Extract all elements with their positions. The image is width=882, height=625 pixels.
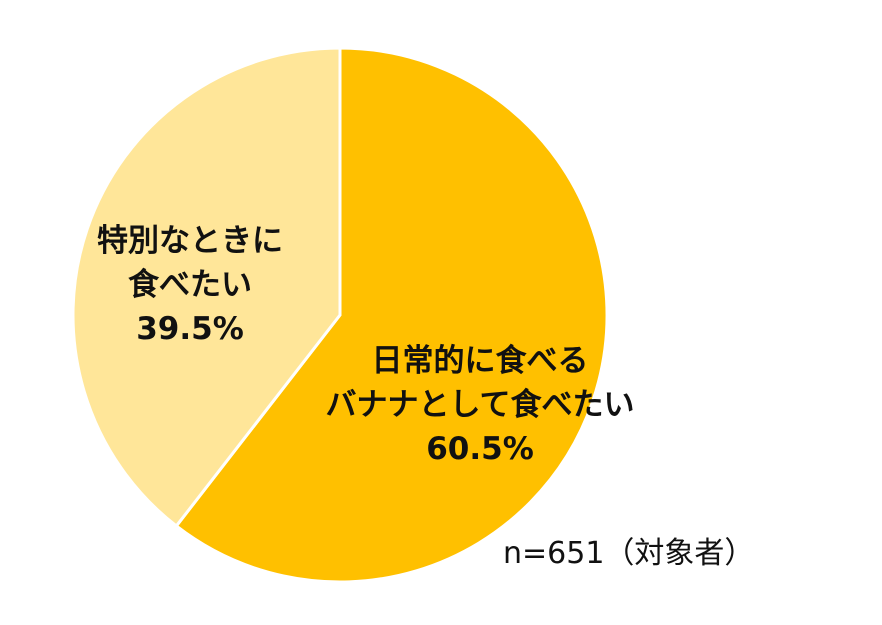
annotation: n=651（対象者） bbox=[503, 536, 755, 571]
value-label: 39.5% bbox=[136, 311, 244, 347]
slice-label: 日常的に食べる バナナとして食べたい 60.5% bbox=[325, 339, 634, 471]
value-label: 60.5% bbox=[426, 431, 534, 467]
pie-slice bbox=[71, 46, 342, 529]
slice-label: 特別なときに 食べたい 39.5% bbox=[97, 219, 283, 351]
pie-slice bbox=[174, 46, 609, 584]
category-label: 日常的に食べる バナナとして食べたい bbox=[325, 343, 635, 423]
category-label: 特別なときに 食べたい bbox=[97, 223, 283, 303]
